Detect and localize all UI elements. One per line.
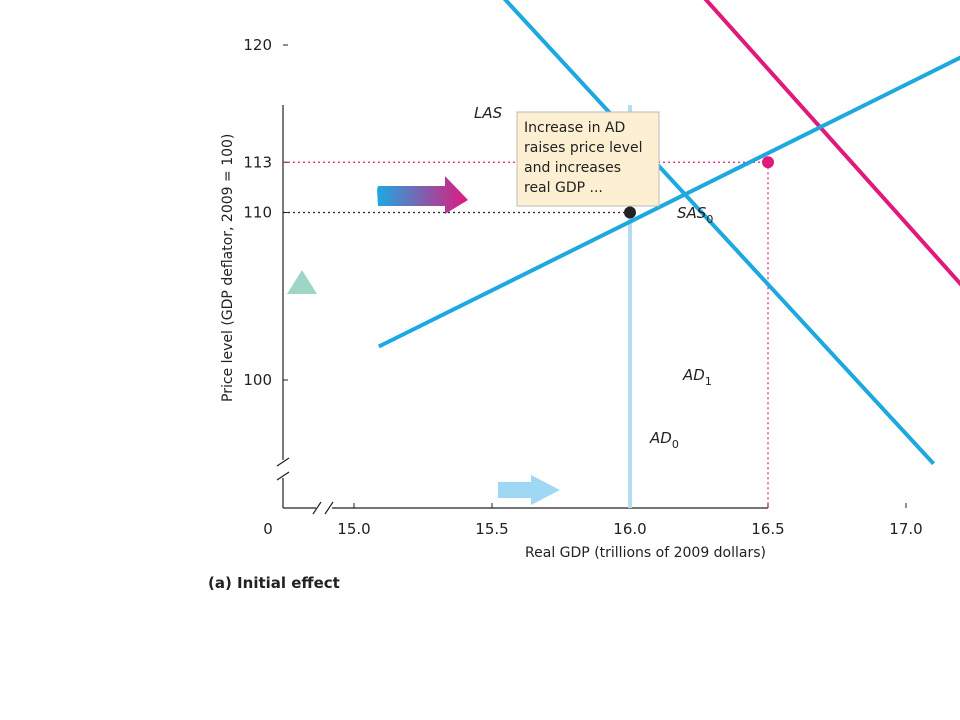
gdp-rise-arrow [498, 475, 560, 505]
ad1-label-main: AD [682, 366, 705, 384]
equilibrium-points [624, 156, 774, 219]
x-tick-label: 17.0 [889, 520, 922, 538]
x-tick-label: 15.5 [475, 520, 508, 538]
y-tick-label: 100 [243, 371, 272, 389]
annotation-background [516, 111, 660, 207]
equilibrium-point [762, 156, 774, 169]
ad1-label: AD1 [682, 366, 712, 388]
x-axis-break-2 [324, 501, 334, 515]
price-rise-arrow [287, 270, 317, 294]
sas0-label-main: SAS [677, 204, 707, 222]
axis-ticks: 015.015.516.016.517.017.5100110113120130 [243, 36, 922, 538]
y-axis-break-2 [276, 471, 290, 481]
axes [276, 105, 768, 515]
ad0-label: AD0 [649, 429, 679, 451]
annotation-line-4: real GDP ... [524, 180, 603, 196]
y-tick-label: 113 [243, 153, 272, 171]
x-axis-title: Real GDP (trillions of 2009 dollars) [525, 545, 766, 561]
y-axis-title: Price level (GDP deflator, 2009 = 100) [220, 134, 236, 402]
x-tick-label: 0 [263, 520, 273, 538]
ad0-label-main: AD [649, 429, 672, 447]
y-tick-label: 110 [243, 204, 272, 222]
x-tick-label: 15.0 [337, 520, 370, 538]
ad1-curve [703, 0, 960, 287]
y-axis-break-1 [276, 457, 290, 467]
ad-shift-arrow [377, 176, 468, 214]
x-tick-label: 16.0 [613, 520, 646, 538]
annotation-box: Increase in AD raises price level and in… [516, 111, 660, 207]
x-axis-break-1 [312, 501, 322, 515]
y-tick-label: 120 [243, 36, 272, 54]
sas0-curve [377, 55, 960, 349]
sas0-label: SAS0 [677, 204, 713, 226]
sas0-label-sub: 0 [706, 213, 713, 226]
x-tick-label: 16.5 [751, 520, 784, 538]
ad0-label-sub: 0 [672, 438, 679, 451]
figure-caption: (a) Initial effect [208, 574, 340, 592]
annotation-line-2: raises price level [524, 140, 642, 156]
annotation-line-1: Increase in AD [524, 120, 625, 136]
guide-lines [283, 161, 769, 508]
ad0-curve [502, 0, 936, 466]
las-label: LAS [474, 104, 503, 122]
ad1-label-sub: 1 [705, 375, 712, 388]
equilibrium-point [624, 206, 636, 219]
curves [377, 0, 960, 466]
annotation-line-3: and increases [524, 160, 621, 176]
